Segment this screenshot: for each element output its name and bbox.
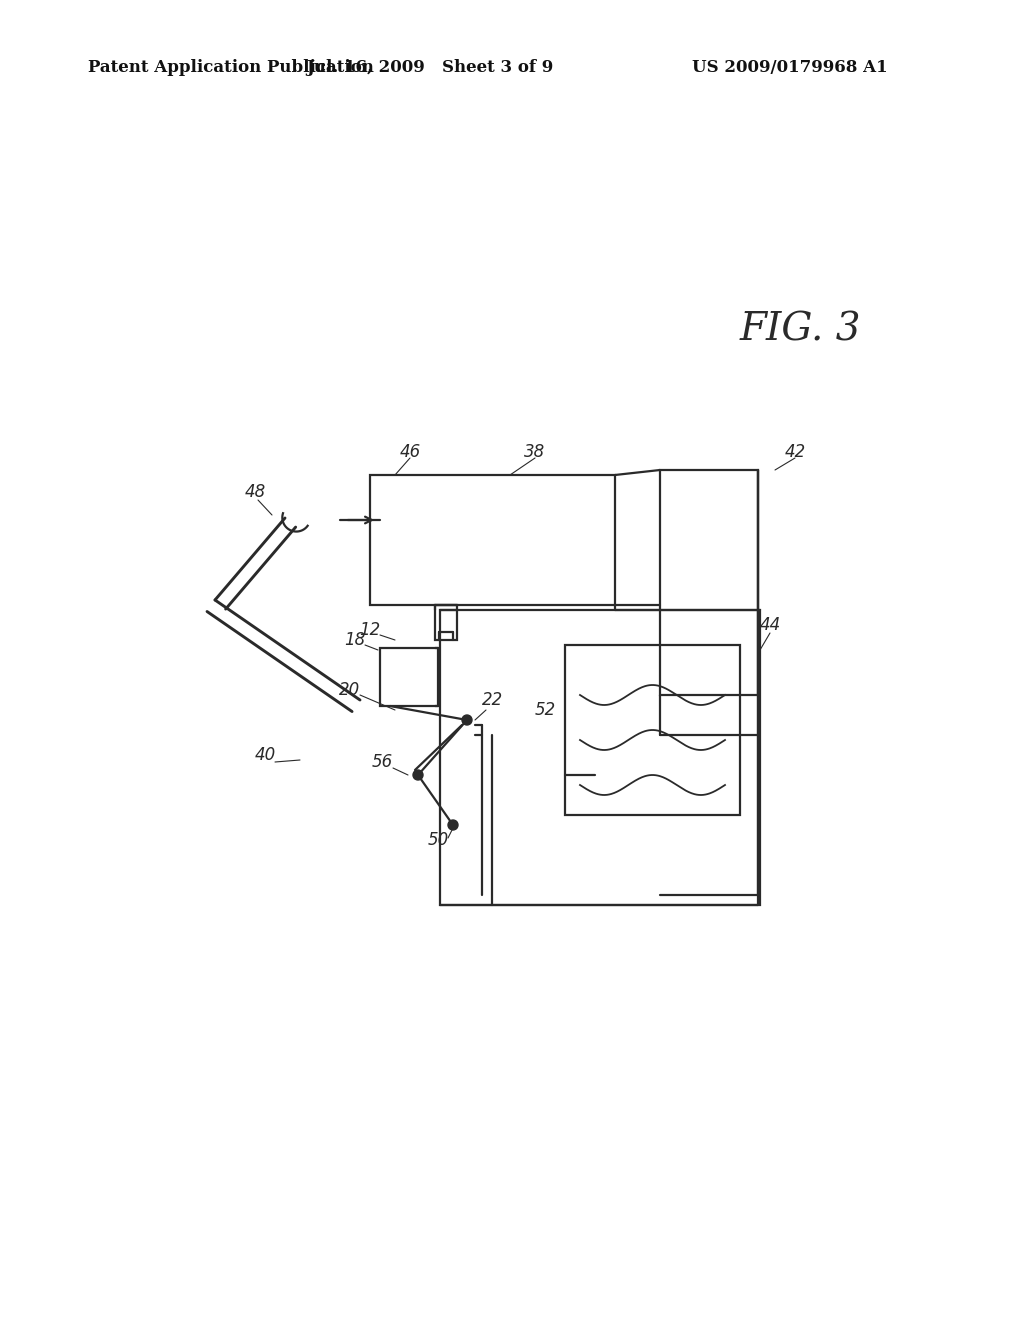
- Circle shape: [462, 715, 472, 725]
- Text: 22: 22: [482, 690, 504, 709]
- Bar: [380, 648, 438, 706]
- Bar: [440, 610, 760, 906]
- Text: Patent Application Publication: Patent Application Publication: [88, 59, 374, 77]
- Circle shape: [413, 770, 423, 780]
- Text: 18: 18: [344, 631, 366, 649]
- Text: 46: 46: [399, 444, 421, 461]
- Text: 38: 38: [524, 444, 546, 461]
- Text: FIG. 3: FIG. 3: [740, 312, 861, 348]
- Bar: [435, 605, 457, 640]
- Text: 12: 12: [359, 620, 381, 639]
- Text: US 2009/0179968 A1: US 2009/0179968 A1: [692, 59, 888, 77]
- Text: Jul. 16, 2009   Sheet 3 of 9: Jul. 16, 2009 Sheet 3 of 9: [306, 59, 554, 77]
- Text: 48: 48: [245, 483, 265, 502]
- Text: 52: 52: [535, 701, 556, 719]
- Bar: [565, 645, 740, 814]
- Text: 20: 20: [339, 681, 360, 700]
- Bar: [660, 470, 758, 696]
- Circle shape: [449, 820, 458, 830]
- Text: 56: 56: [372, 752, 392, 771]
- Text: 50: 50: [427, 832, 449, 849]
- Text: 42: 42: [784, 444, 806, 461]
- Bar: [370, 475, 615, 605]
- Text: 40: 40: [254, 746, 275, 764]
- Text: 44: 44: [760, 616, 780, 634]
